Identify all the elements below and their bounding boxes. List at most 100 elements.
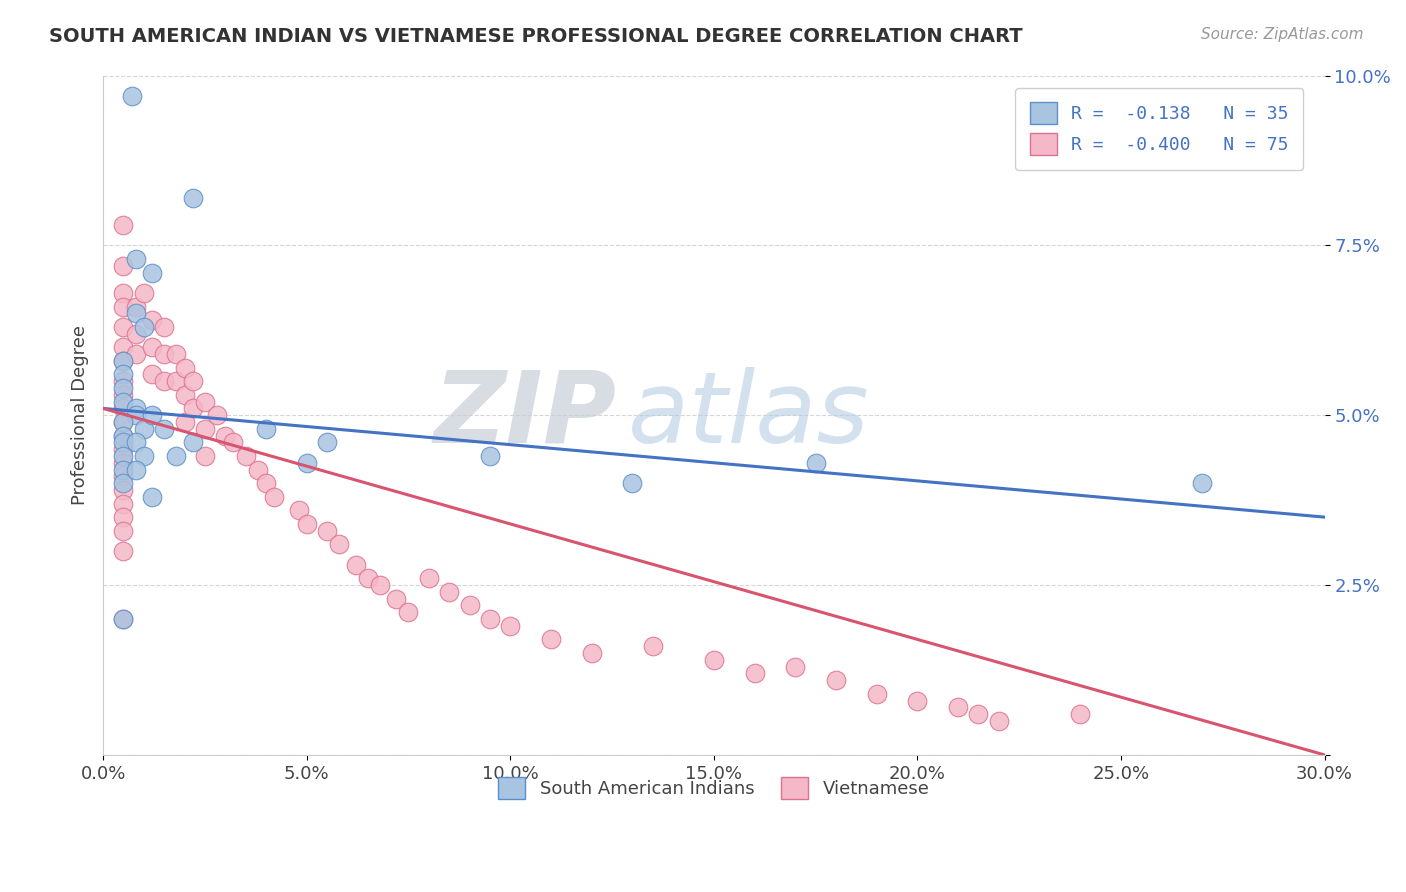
Point	[112, 476, 135, 491]
Point	[744, 666, 766, 681]
Point	[112, 394, 135, 409]
Point	[295, 456, 318, 470]
Point	[785, 659, 807, 673]
Point	[125, 462, 148, 476]
Point	[112, 300, 135, 314]
Point	[295, 516, 318, 531]
Point	[478, 449, 501, 463]
Point	[287, 503, 309, 517]
Point	[173, 388, 195, 402]
Point	[125, 347, 148, 361]
Point	[398, 605, 420, 619]
Point	[125, 408, 148, 422]
Point	[112, 388, 135, 402]
Point	[112, 374, 135, 388]
Point	[132, 285, 155, 300]
Point	[112, 469, 135, 483]
Point	[1191, 476, 1213, 491]
Point	[316, 524, 339, 538]
Point	[344, 558, 367, 572]
Point	[181, 374, 204, 388]
Point	[540, 632, 562, 647]
Point	[112, 340, 135, 354]
Point	[141, 408, 163, 422]
Point	[181, 435, 204, 450]
Point	[112, 612, 135, 626]
Point	[222, 435, 245, 450]
Point	[866, 687, 889, 701]
Point	[499, 619, 522, 633]
Point	[254, 476, 277, 491]
Point	[165, 347, 187, 361]
Point	[112, 442, 135, 457]
Point	[368, 578, 391, 592]
Point	[254, 422, 277, 436]
Point	[385, 591, 408, 606]
Point	[112, 381, 135, 395]
Point	[173, 415, 195, 429]
Point	[125, 435, 148, 450]
Point	[112, 496, 135, 510]
Point	[173, 360, 195, 375]
Point	[112, 218, 135, 232]
Point	[112, 428, 135, 442]
Point	[437, 585, 460, 599]
Legend: South American Indians, Vietnamese: South American Indians, Vietnamese	[484, 763, 943, 814]
Point	[153, 319, 176, 334]
Y-axis label: Professional Degree: Professional Degree	[72, 326, 89, 505]
Point	[125, 306, 148, 320]
Point	[112, 354, 135, 368]
Point	[112, 368, 135, 382]
Point	[621, 476, 644, 491]
Point	[246, 462, 269, 476]
Point	[153, 347, 176, 361]
Point	[905, 693, 928, 707]
Point	[125, 401, 148, 416]
Point	[316, 435, 339, 450]
Point	[825, 673, 848, 688]
Point	[112, 612, 135, 626]
Point	[112, 456, 135, 470]
Point	[181, 401, 204, 416]
Point	[153, 422, 176, 436]
Point	[125, 300, 148, 314]
Point	[141, 490, 163, 504]
Text: SOUTH AMERICAN INDIAN VS VIETNAMESE PROFESSIONAL DEGREE CORRELATION CHART: SOUTH AMERICAN INDIAN VS VIETNAMESE PROF…	[49, 27, 1022, 45]
Point	[112, 428, 135, 442]
Point	[357, 571, 380, 585]
Point	[121, 89, 143, 103]
Point	[418, 571, 440, 585]
Point	[804, 456, 827, 470]
Point	[1069, 707, 1091, 722]
Point	[478, 612, 501, 626]
Point	[112, 544, 135, 558]
Point	[263, 490, 285, 504]
Point	[194, 449, 217, 463]
Point	[125, 252, 148, 266]
Text: Source: ZipAtlas.com: Source: ZipAtlas.com	[1201, 27, 1364, 42]
Point	[141, 266, 163, 280]
Point	[112, 354, 135, 368]
Point	[967, 707, 990, 722]
Point	[205, 408, 228, 422]
Point	[125, 326, 148, 341]
Point	[165, 374, 187, 388]
Point	[153, 374, 176, 388]
Point	[112, 285, 135, 300]
Point	[112, 449, 135, 463]
Point	[112, 401, 135, 416]
Text: atlas: atlas	[628, 367, 870, 464]
Point	[112, 435, 135, 450]
Point	[641, 639, 664, 653]
Point	[112, 510, 135, 524]
Point	[987, 714, 1010, 728]
Point	[141, 368, 163, 382]
Point	[581, 646, 603, 660]
Point	[328, 537, 350, 551]
Point	[141, 313, 163, 327]
Point	[112, 462, 135, 476]
Point	[112, 415, 135, 429]
Point	[141, 340, 163, 354]
Point	[112, 483, 135, 497]
Point	[214, 428, 236, 442]
